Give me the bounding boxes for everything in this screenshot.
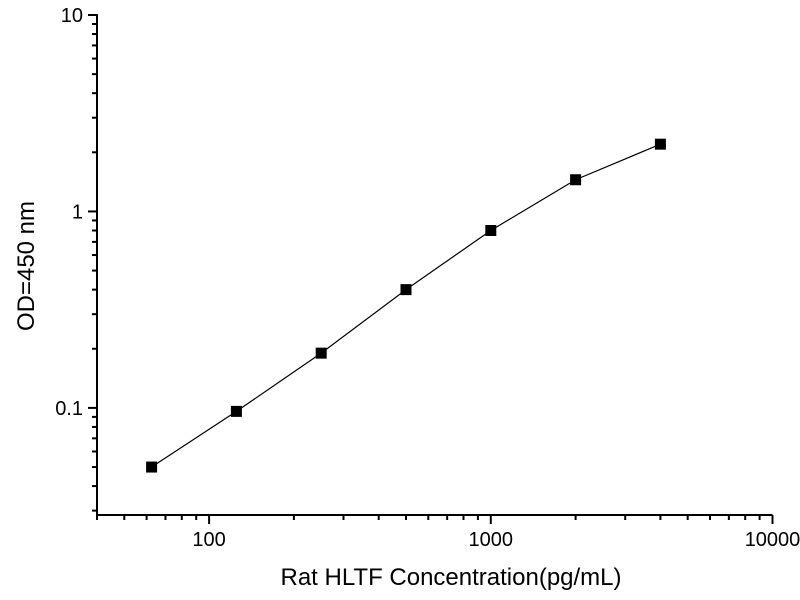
data-point-marker — [230, 405, 242, 417]
x-tick-label: 1000 — [469, 529, 514, 551]
y-tick-label: 10 — [61, 5, 83, 27]
data-point-marker — [570, 174, 582, 186]
data-point-marker — [146, 461, 158, 473]
x-tick-label: 10000 — [745, 529, 800, 551]
data-point-marker — [485, 224, 497, 236]
y-tick-label: 0.1 — [55, 398, 83, 420]
y-tick-label: 1 — [72, 201, 83, 223]
x-tick-label: 100 — [192, 529, 225, 551]
data-point-marker — [315, 347, 327, 359]
data-point-marker — [400, 284, 412, 296]
x-axis-title: Rat HLTF Concentration(pg/mL) — [280, 564, 622, 591]
series-line — [151, 143, 661, 468]
data-point-marker — [654, 138, 666, 150]
y-axis-title: OD=450 nm — [13, 200, 40, 332]
